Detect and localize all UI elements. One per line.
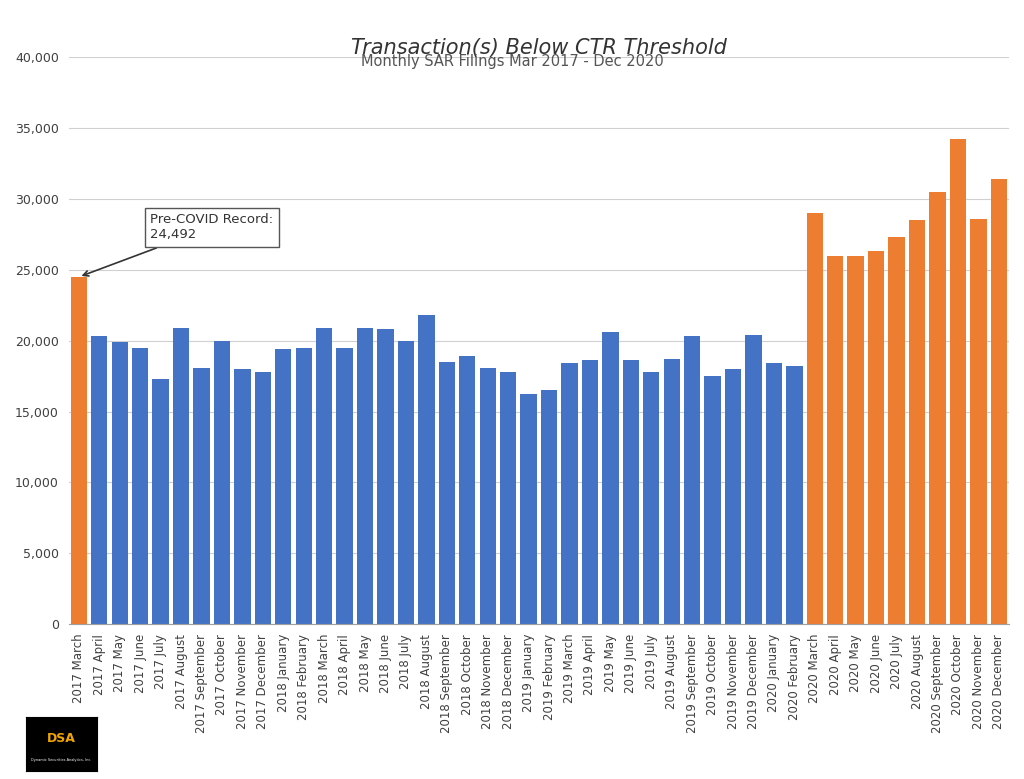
Bar [786, 366, 803, 624]
Bar [296, 347, 312, 624]
Bar [664, 359, 680, 624]
Bar [520, 394, 537, 624]
Bar [356, 328, 373, 624]
Text: Monthly SAR Filings Mar 2017 - Dec 2020: Monthly SAR Filings Mar 2017 - Dec 2020 [360, 55, 664, 69]
Bar [623, 361, 639, 624]
Bar [766, 363, 782, 624]
Bar [71, 277, 87, 624]
Bar [807, 213, 823, 624]
Bar [827, 256, 844, 624]
Bar [112, 342, 128, 624]
Bar [602, 332, 618, 624]
Bar [173, 328, 189, 624]
Bar [418, 315, 434, 624]
Text: Dynamic Securities Analytics, Inc.: Dynamic Securities Analytics, Inc. [31, 758, 92, 763]
Bar [541, 390, 557, 624]
Bar [949, 139, 966, 624]
Bar [705, 376, 721, 624]
Bar [909, 220, 925, 624]
Bar [479, 368, 496, 624]
Bar [990, 179, 1007, 624]
Bar [234, 369, 251, 624]
Bar [214, 340, 230, 624]
Bar [561, 363, 578, 624]
Bar [459, 356, 475, 624]
Bar [194, 368, 210, 624]
Bar [153, 379, 169, 624]
Text: DSA: DSA [47, 732, 76, 745]
Bar [868, 252, 885, 624]
Title: Transaction(s) Below CTR Threshold: Transaction(s) Below CTR Threshold [351, 38, 727, 58]
Bar [438, 362, 455, 624]
Bar [275, 349, 292, 624]
Bar [643, 372, 659, 624]
Bar [929, 192, 945, 624]
Bar [725, 369, 741, 624]
Bar [255, 372, 271, 624]
Bar [397, 340, 414, 624]
Bar [500, 372, 516, 624]
Text: Pre-COVID Record:
24,492: Pre-COVID Record: 24,492 [83, 213, 273, 276]
Bar [684, 337, 700, 624]
Bar [132, 347, 148, 624]
Bar [316, 328, 333, 624]
Bar [582, 361, 598, 624]
Bar [91, 337, 108, 624]
Bar [745, 335, 762, 624]
Bar [848, 256, 864, 624]
Bar [889, 237, 905, 624]
Bar [377, 330, 393, 624]
Bar [337, 347, 352, 624]
Bar [970, 219, 986, 624]
